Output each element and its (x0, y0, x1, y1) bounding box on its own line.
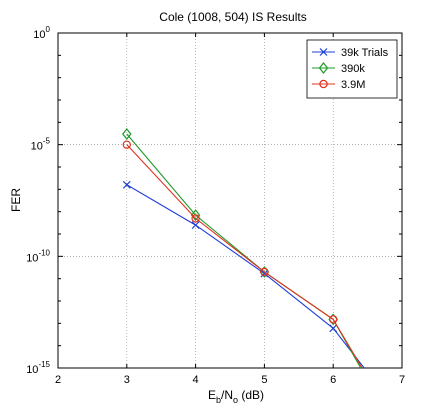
legend-label: 390k (341, 63, 365, 75)
x-tick-label: 3 (124, 374, 130, 386)
x-tick-label: 4 (193, 374, 199, 386)
series-line (126, 133, 362, 368)
series-line (126, 184, 365, 368)
x-tick-label: 5 (261, 374, 267, 386)
grid (58, 33, 402, 368)
y-axis-label: FER (9, 188, 23, 212)
series-line (126, 144, 363, 368)
plot-frame (57, 32, 403, 369)
series-point (122, 180, 131, 189)
x-axis-label-tail: (dB) (238, 388, 264, 402)
series-1 (122, 180, 365, 368)
series-point (260, 267, 269, 277)
series-point (329, 315, 338, 324)
series-point (122, 128, 132, 140)
legend-item: 390k (312, 62, 365, 75)
y-tick-label: 10-10 (26, 248, 50, 264)
series-2 (122, 128, 362, 368)
x-tick-label: 7 (399, 374, 405, 386)
legend-label: 3.9M (341, 79, 365, 91)
legend-marker (319, 48, 328, 56)
y-tick-label: 10-15 (26, 360, 50, 376)
legend-marker (318, 62, 329, 74)
series-point (190, 209, 201, 222)
y-tick-label: 100 (33, 25, 50, 41)
series-point (191, 214, 200, 223)
x-tick-label: 2 (55, 374, 61, 386)
series-point (329, 324, 338, 333)
series (122, 128, 365, 368)
x-axis-label-sub1: b (216, 395, 221, 405)
legend-item: 3.9M (312, 79, 365, 91)
series-point (260, 269, 269, 278)
x-axis-label-mid: /N (221, 388, 233, 402)
x-ticks: 2 3 4 5 6 7 (55, 33, 405, 386)
y-ticks: 100 10-5 10-10 10-15 (26, 25, 402, 376)
x-tick-label: 6 (330, 374, 336, 386)
series-3 (122, 140, 363, 368)
legend: 39k Trials 390k 3.9M (306, 39, 398, 99)
legend-item: 39k Trials (312, 47, 389, 59)
axes (57, 32, 403, 369)
x-axis-label-sub2: o (233, 395, 238, 405)
chart-title: Cole (1008, 504) IS Results (159, 10, 306, 24)
x-axis-label-main: E (208, 388, 216, 402)
x-axis-label: Eb/No (dB) (208, 388, 264, 405)
y-tick-label: 10-5 (31, 137, 51, 153)
legend-marker (319, 79, 328, 89)
series-point (122, 140, 132, 149)
series-point (191, 221, 200, 230)
legend-label: 39k Trials (341, 47, 389, 59)
